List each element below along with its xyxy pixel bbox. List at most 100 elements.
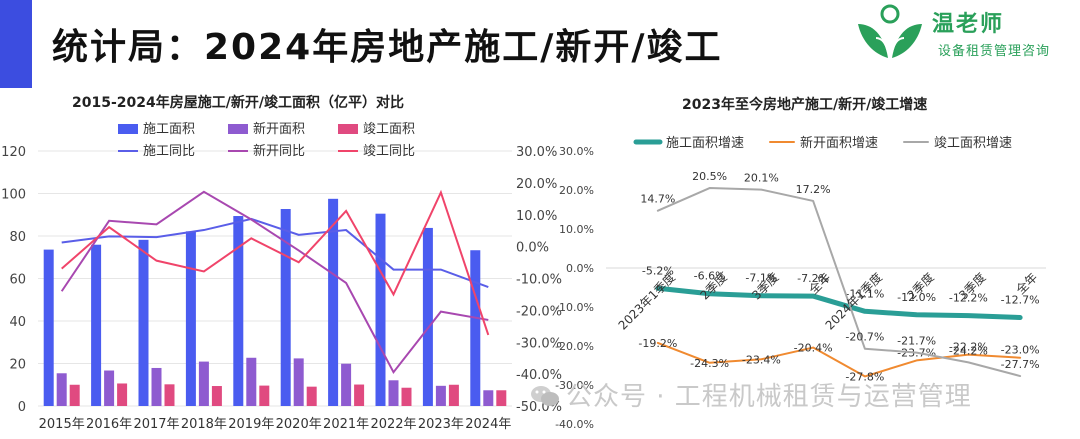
data-label: -24.3% xyxy=(690,357,729,370)
logo-leaf-icon xyxy=(858,4,922,58)
logo-subtitle: 设备租赁管理咨询 xyxy=(938,44,1051,59)
y-tick-label: 10.0% xyxy=(559,223,594,236)
y2-tick-label: 20.0% xyxy=(516,177,557,192)
data-label: -7.2% xyxy=(797,272,829,285)
data-label: 17.2% xyxy=(796,183,831,196)
bar xyxy=(164,384,175,406)
data-label: -27.8% xyxy=(845,370,884,383)
y-tick-label: -30.0% xyxy=(555,379,594,392)
x-tick-label: 2024年 xyxy=(465,417,511,432)
x-tick-label: 2023年 xyxy=(418,417,464,432)
legend-label: 施工同比 xyxy=(143,144,195,159)
x-tick-label: 2019年 xyxy=(228,417,274,432)
bar xyxy=(104,370,115,406)
bar xyxy=(246,357,257,406)
series-line xyxy=(61,217,489,289)
bar xyxy=(259,385,270,406)
bar xyxy=(328,198,339,406)
x-tick-label: 2022年 xyxy=(370,417,416,432)
y-tick-label: 40 xyxy=(9,315,26,330)
bar xyxy=(138,239,149,406)
bar xyxy=(306,386,317,406)
bar xyxy=(354,384,365,406)
data-label: 20.1% xyxy=(744,172,779,185)
legend-label: 竣工面积增速 xyxy=(934,136,1012,151)
legend-label: 施工面积 xyxy=(143,122,195,137)
bar xyxy=(401,387,412,406)
bar xyxy=(496,390,507,406)
y2-tick-label: -30.0% xyxy=(516,336,562,351)
y-tick-label: 0.0% xyxy=(566,262,594,275)
x-tick-label: 2015年 xyxy=(39,417,85,432)
header-accent-bar xyxy=(0,0,32,88)
bar xyxy=(151,367,162,406)
data-label: -5.2% xyxy=(642,264,674,277)
y2-tick-label: 0.0% xyxy=(516,241,549,256)
legend-label: 竣工同比 xyxy=(363,144,415,159)
y2-tick-label: -40.0% xyxy=(516,368,562,383)
data-label: -6.6% xyxy=(694,270,726,283)
bar xyxy=(448,384,459,406)
y2-tick-label: 30.0% xyxy=(516,145,557,160)
bar xyxy=(375,213,386,406)
data-label: -24.2% xyxy=(949,344,988,357)
legend-swatch xyxy=(118,124,138,134)
logo-name: 温老师 xyxy=(932,12,1005,37)
bar xyxy=(185,231,196,406)
data-label: -20.4% xyxy=(794,342,833,355)
watermark-text: 公众号 · 工程机械租赁与运营管理 xyxy=(566,382,972,412)
data-label: -23.4% xyxy=(742,353,781,366)
bar xyxy=(470,250,481,406)
legend-swatch xyxy=(228,124,248,134)
left-chart-title: 2015-2024年房屋施工/新开/竣工面积（亿平）对比 xyxy=(72,95,404,111)
data-label: -21.7% xyxy=(897,335,936,348)
bar xyxy=(341,363,352,406)
x-tick-label: 2023年1季度 xyxy=(615,270,678,333)
series-line xyxy=(60,190,489,375)
right-chart-title: 2023年至今房地产施工/新开/竣工增速 xyxy=(682,97,928,113)
bar xyxy=(388,380,399,406)
legend-label: 新开面积 xyxy=(253,121,305,137)
y2-tick-label: 10.0% xyxy=(516,209,557,224)
data-label: -27.7% xyxy=(1001,358,1040,371)
series-line xyxy=(655,285,1023,321)
data-label: 20.5% xyxy=(692,170,727,183)
legend-label: 施工面积增速 xyxy=(666,136,744,151)
y-tick-label: -10.0% xyxy=(555,301,594,314)
bar xyxy=(422,227,433,406)
x-tick-label: 2018年 xyxy=(181,417,227,432)
bar xyxy=(91,244,102,406)
legend-label: 新开同比 xyxy=(253,143,305,159)
series-line xyxy=(656,187,1022,378)
y-tick-label: 20.0% xyxy=(559,184,594,197)
left-combo-chart: 020406080100120-50.0%-40.0%-30.0%-20.0%-… xyxy=(1,121,562,432)
logo: 温老师 设备租赁管理咨询 xyxy=(852,2,1076,64)
y-tick-label: 100 xyxy=(1,188,26,203)
bar xyxy=(69,384,80,406)
bar xyxy=(483,390,494,406)
y-tick-label: -20.0% xyxy=(555,340,594,353)
data-label: -12.2% xyxy=(949,292,988,305)
legend-swatch xyxy=(338,124,358,134)
y-tick-label: 120 xyxy=(1,145,26,160)
legend-label: 新开面积增速 xyxy=(800,135,878,151)
data-label: -7.1% xyxy=(745,272,777,285)
series-line xyxy=(61,189,490,336)
data-label: -22.2% xyxy=(949,341,988,354)
y2-tick-label: -10.0% xyxy=(516,273,562,288)
wechat-icon xyxy=(531,386,559,406)
bar xyxy=(43,249,54,406)
data-label: -23.0% xyxy=(1001,344,1040,357)
legend-label: 竣工面积 xyxy=(363,122,415,137)
data-label: -11.1% xyxy=(845,287,884,300)
y-tick-label: 80 xyxy=(9,230,26,245)
bar xyxy=(233,216,244,406)
data-label: -20.7% xyxy=(845,331,884,344)
y-tick-label: 30.0% xyxy=(559,145,594,158)
y2-tick-label: -20.0% xyxy=(516,304,562,319)
x-tick-label: 2017年 xyxy=(133,417,179,432)
bar xyxy=(293,358,304,406)
x-tick-label: 2021年 xyxy=(323,417,369,432)
bar xyxy=(56,373,67,406)
